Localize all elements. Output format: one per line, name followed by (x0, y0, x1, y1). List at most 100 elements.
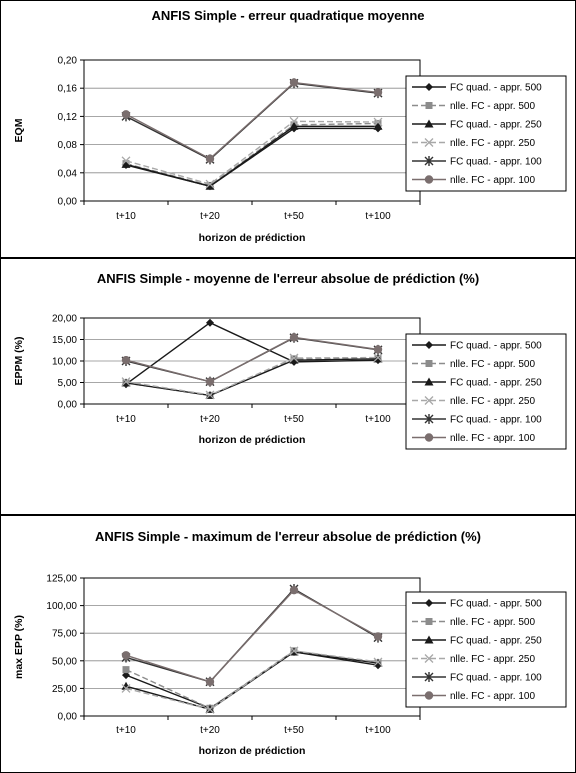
legend-item-label: FC quad. - appr. 250 (450, 120, 542, 131)
legend-marker (424, 377, 434, 386)
x-tick-label: t+10 (116, 725, 136, 736)
data-point (122, 666, 130, 674)
legend-item-label: nlle. FC - appr. 100 (450, 433, 535, 444)
x-tick-label: t+50 (284, 725, 304, 736)
legend-marker (424, 119, 434, 128)
series-line-6 (125, 81, 379, 160)
legend-marker (424, 672, 434, 682)
legend-item-label: FC quad. - appr. 100 (450, 415, 542, 426)
y-tick-label: 10,00 (52, 357, 77, 368)
plot-area (83, 59, 421, 202)
data-point (289, 353, 299, 363)
legend-item-label: FC quad. - appr. 250 (450, 636, 542, 647)
legend-marker (424, 654, 434, 663)
data-point (121, 110, 131, 119)
y-axis-title: EPPM (%) (13, 336, 25, 385)
legend-marker (424, 414, 434, 424)
data-point (289, 646, 299, 656)
x-axis-title: horizon de prédiction (199, 434, 306, 446)
x-tick-label: t+20 (200, 725, 220, 736)
legend-item-label: nlle. FC - appr. 500 (450, 101, 535, 112)
data-point (373, 657, 383, 667)
legend (405, 75, 567, 192)
y-axis-title: EQM (13, 118, 25, 142)
data-point (289, 78, 299, 87)
legend-marker (424, 175, 434, 184)
data-point (289, 333, 299, 342)
chart-title: ANFIS Simple - moyenne de l'erreur absol… (97, 271, 479, 286)
y-tick-label: 100,00 (46, 601, 77, 612)
data-point (373, 632, 383, 641)
y-tick-label: 0,00 (58, 712, 78, 723)
data-point (121, 681, 131, 690)
data-point (121, 651, 131, 660)
data-point (289, 116, 299, 126)
data-point (373, 353, 383, 363)
data-point (121, 159, 131, 168)
chart-title: ANFIS Simple - maximum de l'erreur absol… (95, 529, 481, 544)
y-tick-label: 75,00 (52, 629, 77, 640)
data-point (205, 181, 215, 190)
legend-item-label: nlle. FC - appr. 500 (450, 617, 535, 628)
chart-panel-2: ANFIS Simple - moyenne de l'erreur absol… (0, 258, 576, 515)
series-line-2 (125, 122, 379, 187)
series-line-4 (125, 120, 379, 185)
y-tick-label: 0,00 (58, 197, 78, 208)
legend-item-label: nlle. FC - appr. 250 (450, 138, 535, 149)
series-line-6 (125, 589, 379, 683)
data-point (289, 355, 299, 364)
data-point (205, 179, 215, 189)
legend-item-label: nlle. FC - appr. 500 (450, 359, 535, 370)
x-axis-title: horizon de prédiction (199, 232, 306, 244)
x-tick-label: t+100 (365, 725, 391, 736)
legend-item-label: FC quad. - appr. 500 (450, 341, 542, 352)
legend-marker (425, 102, 433, 109)
legend (405, 591, 567, 708)
data-point (205, 704, 215, 714)
y-tick-label: 0,20 (58, 56, 78, 67)
legend-item-label: nlle. FC - appr. 100 (450, 691, 535, 702)
legend-item-label: nlle. FC - appr. 100 (450, 175, 535, 186)
series-line-3 (125, 125, 378, 187)
series-line-4 (125, 356, 379, 396)
legend-item-label: FC quad. - appr. 100 (450, 673, 542, 684)
series-line-1 (125, 321, 379, 385)
chart-title: ANFIS Simple - erreur quadratique moyenn… (151, 8, 424, 23)
data-point (121, 355, 131, 365)
legend-item-label: nlle. FC - appr. 250 (450, 396, 535, 407)
data-point (373, 121, 383, 130)
data-point (373, 345, 383, 354)
y-tick-label: 0,16 (58, 84, 78, 95)
y-tick-label: 0,00 (58, 400, 78, 411)
y-tick-label: 0,08 (58, 140, 78, 151)
legend-marker (424, 433, 434, 442)
series-line-6 (125, 336, 379, 383)
data-point (205, 377, 215, 386)
legend-marker (425, 599, 433, 607)
y-tick-label: 20,00 (52, 314, 77, 325)
data-point (373, 117, 383, 127)
x-tick-label: t+10 (116, 414, 136, 425)
data-point (205, 154, 215, 163)
data-point (205, 677, 215, 686)
legend-marker (424, 691, 434, 700)
y-tick-label: 0,12 (58, 112, 78, 123)
x-tick-label: t+50 (284, 414, 304, 425)
chart-panel-1: ANFIS Simple - erreur quadratique moyenn… (0, 0, 576, 258)
chart-panel-3: ANFIS Simple - maximum de l'erreur absol… (0, 515, 576, 773)
x-tick-label: t+10 (116, 211, 136, 222)
legend-marker (424, 156, 434, 166)
data-point (289, 121, 299, 130)
y-tick-label: 15,00 (52, 335, 77, 346)
legend-marker (425, 360, 433, 367)
y-axis-title: max EPP (%) (13, 615, 25, 679)
legend-marker (425, 618, 433, 625)
legend-marker (425, 83, 433, 91)
legend-marker (424, 138, 434, 147)
data-point (121, 683, 131, 693)
x-tick-label: t+100 (365, 211, 391, 222)
series-line-3 (125, 358, 379, 397)
y-tick-label: 125,00 (46, 574, 77, 585)
y-tick-label: 5,00 (58, 378, 78, 389)
